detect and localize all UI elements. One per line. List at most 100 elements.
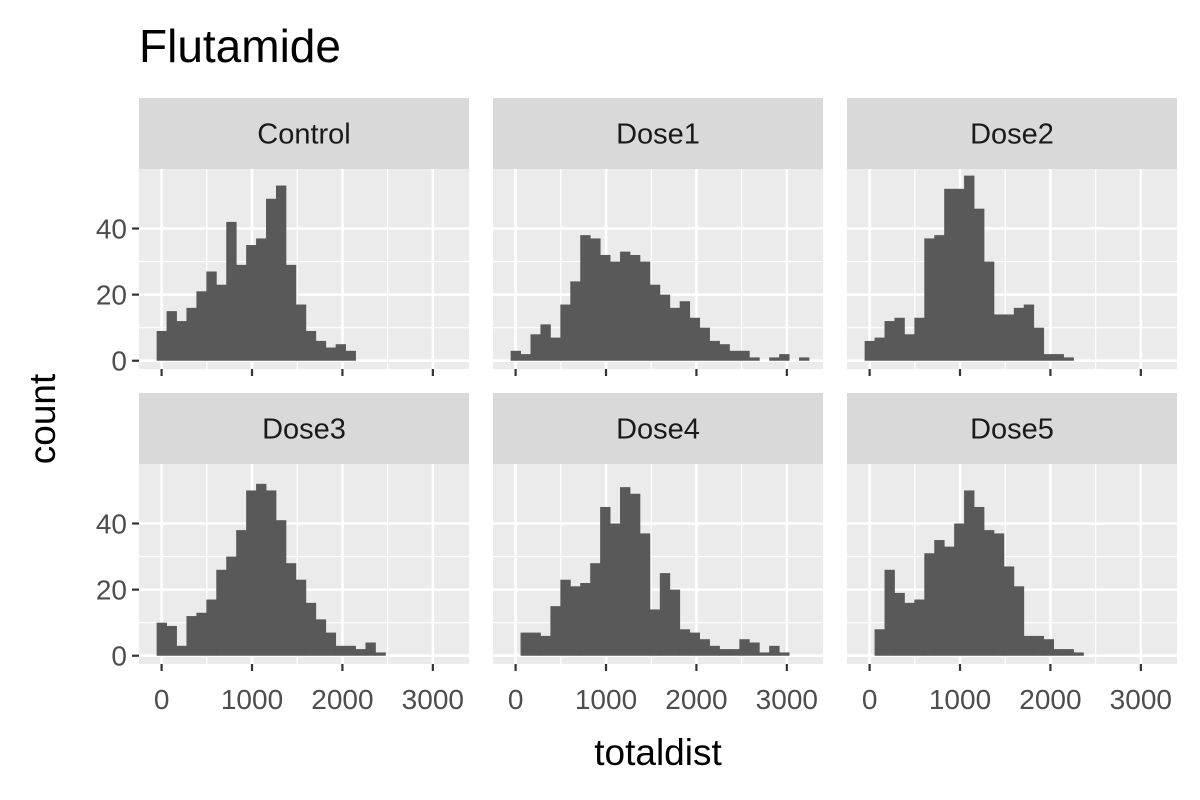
histogram-bar (993, 533, 1005, 656)
x-tick-label: 3000 (402, 684, 464, 715)
y-tick-label: 20 (96, 280, 127, 311)
histogram-bar (993, 314, 1005, 361)
histogram-bar (530, 632, 541, 656)
histogram-bar (610, 261, 621, 361)
x-axis-title: totaldist (594, 732, 722, 773)
y-tick-label: 0 (111, 346, 127, 377)
histogram-bar (335, 344, 346, 361)
histogram-bar (1053, 649, 1064, 656)
histogram-bar (699, 327, 710, 361)
histogram-bar (884, 321, 895, 361)
y-tick-label: 40 (96, 214, 127, 245)
histogram-bar (580, 583, 591, 656)
histogram-bar (176, 321, 187, 361)
histogram-bar (530, 334, 541, 361)
histogram-bar (550, 606, 561, 656)
histogram-bar (216, 284, 227, 361)
histogram-bar (590, 238, 601, 361)
facet-panel-control: Control 0 20 40 (96, 98, 469, 377)
histogram-bar (590, 563, 601, 656)
histogram-bar (639, 261, 651, 361)
histogram-bar (620, 487, 631, 656)
histogram-bar (659, 294, 671, 361)
histogram-bar (954, 523, 965, 656)
histogram-bar (365, 642, 376, 656)
x-tick-label: 0 (154, 684, 170, 715)
histogram-bar (864, 340, 875, 361)
histogram-bar (600, 506, 611, 656)
histogram-bar (964, 490, 975, 656)
histogram-bar (1063, 649, 1074, 656)
facet-panel-dose5: Dose5 0 1000 2000 3000 (847, 393, 1177, 715)
histogram-bar (315, 619, 327, 656)
x-tick-label: 3000 (1110, 684, 1172, 715)
histogram-bar (560, 304, 571, 361)
histogram-bar (226, 221, 237, 361)
histogram-bar (510, 350, 521, 361)
histogram-bar (580, 235, 591, 361)
histogram-bar (779, 652, 790, 656)
histogram-bar (1043, 639, 1054, 656)
histogram-bar (904, 602, 915, 656)
histogram-bar (256, 483, 267, 656)
histogram-bar (649, 609, 661, 656)
histogram-bar (610, 523, 621, 656)
x-tick-label: 1000 (221, 684, 283, 715)
x-tick-label: 2000 (311, 684, 373, 715)
histogram-bar (954, 188, 965, 361)
histogram-bar (295, 579, 307, 656)
facet-panel-dose1: Dose1 (493, 98, 823, 376)
facet-strip (847, 393, 1177, 464)
histogram-bar (315, 340, 327, 361)
facet-strip (139, 98, 469, 169)
facet-strip-label: Control (257, 119, 351, 151)
x-tick-label: 3000 (756, 684, 818, 715)
histogram-bar (1003, 314, 1015, 361)
histogram-bar (629, 254, 641, 361)
facet-strip-label: Dose1 (616, 119, 700, 151)
histogram-bar (974, 506, 985, 656)
histogram-bar (345, 350, 356, 361)
histogram-bar (550, 337, 561, 361)
x-tick-label: 1000 (575, 684, 637, 715)
histogram-bar (974, 208, 985, 361)
x-tick-label: 2000 (1019, 684, 1081, 715)
histogram-bar (874, 629, 885, 656)
histogram-bar (689, 317, 700, 361)
histogram-bar (629, 493, 641, 656)
histogram-bar (620, 251, 631, 361)
histogram-bar (256, 238, 267, 361)
facet-strip (139, 393, 469, 464)
histogram-bar (914, 317, 925, 361)
histogram-bar (749, 357, 760, 361)
x-tick-label: 2000 (665, 684, 727, 715)
facet-strip (847, 98, 1177, 169)
histogram-bar (275, 520, 287, 656)
histogram-bar (236, 264, 247, 361)
histogram-bar (540, 635, 551, 656)
y-tick-label: 0 (111, 641, 127, 672)
histogram-bar (719, 344, 730, 361)
histogram-bar (216, 569, 227, 656)
histogram-bar (186, 616, 197, 656)
histogram-bar (729, 350, 740, 361)
histogram-bar (679, 629, 691, 656)
x-tick-label: 0 (508, 684, 524, 715)
facet-panel-dose3: Dose3 0 20 40 0 1000 2000 3000 (96, 393, 469, 715)
histogram-bar (186, 307, 197, 361)
histogram-bar (719, 649, 730, 656)
histogram-bar (560, 579, 571, 656)
histogram-bar (914, 599, 925, 656)
histogram-bar (679, 301, 691, 361)
histogram-bar (206, 599, 217, 656)
histogram-bar (540, 324, 551, 361)
histogram-bar (924, 238, 935, 361)
histogram-bar (325, 347, 337, 361)
histogram-bar (964, 175, 975, 361)
x-tick-label: 1000 (929, 684, 991, 715)
histogram-bar (639, 533, 651, 656)
histogram-bar (1033, 327, 1045, 361)
facet-strip (493, 393, 823, 464)
histogram-bar (759, 652, 770, 656)
